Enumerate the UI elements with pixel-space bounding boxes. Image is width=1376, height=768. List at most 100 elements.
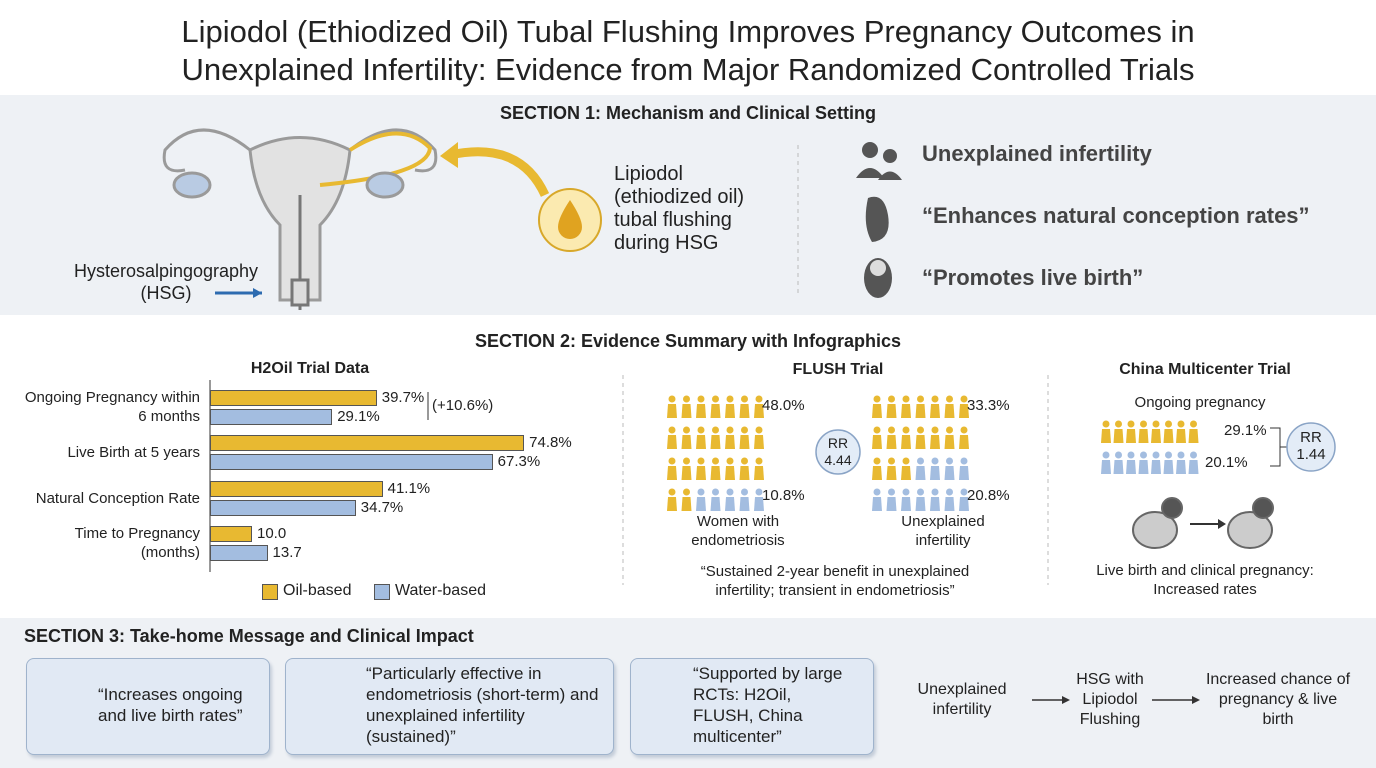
person-icon [754,395,764,418]
hsg-arrowhead [253,288,262,298]
value-label: 48.0% [762,397,805,414]
person-icon [886,395,897,418]
person-icon [1138,451,1149,474]
trial-title: FLUSH Trial [792,361,884,378]
value-label: 10.0 [257,525,287,542]
person-icon [1176,420,1186,443]
card [26,658,270,755]
person-icon [754,488,764,511]
person-icon [725,457,735,480]
section-title: SECTION 3: Take-home Message and Clinica… [24,626,474,646]
rr-circle [1286,422,1336,472]
person-icon [872,457,882,480]
rr-label: 4.44 [824,452,852,468]
person-icon [886,457,897,480]
person-icon [1126,420,1136,443]
person-icon [901,395,911,418]
person-icon [667,457,677,480]
caption: Increased rates [1153,581,1257,598]
person-icon [1113,420,1124,443]
person-icon [667,395,677,418]
quote: “Sustained 2-year benefit in unexplained [700,563,970,580]
legend-label: Oil-based [283,582,352,599]
lipiodol-label: tubal flushing [614,209,732,231]
person-icon [681,457,692,480]
legend-swatch [374,584,390,600]
bar [210,390,377,406]
value-label: 13.7 [272,544,302,561]
person-icon [754,457,764,480]
person-icon [667,488,677,511]
point-icons [856,142,902,298]
person-icon [901,457,911,480]
person-icon [681,395,692,418]
person-icon [930,395,940,418]
person-icon [959,395,969,418]
category-label: Time to Pregnancy (months) [74,525,200,561]
bar [210,526,252,542]
quote: infertility; transient in endometriosis” [715,582,955,599]
person-icon [959,488,969,511]
person-icon [1151,420,1161,443]
value-label: 10.8% [762,487,805,504]
lipiodol-arrow [449,147,550,197]
subtitle: Ongoing pregnancy [1134,394,1266,411]
person-icon [872,488,882,511]
value-label: 39.7% [381,389,425,406]
card-text: “Particularly effective in endometriosis… [366,664,599,746]
person-icon [1101,451,1111,474]
legend-swatch [262,584,278,600]
person-icon [944,457,955,480]
hsg-label: Hysterosalpingography [73,261,259,281]
key-point: Unexplained infertility [922,141,1152,166]
card [285,658,614,755]
rr-label: RR [827,435,849,451]
person-icon [915,488,926,511]
trial-title: China Multicenter Trial [1119,361,1291,378]
person-icon [944,395,955,418]
person-icon [739,395,750,418]
lipiodol-label: (ethiodized oil) [614,186,745,208]
person-icon [710,488,721,511]
category-label: Natural Conception Rate [35,490,200,507]
person-icon [930,426,940,449]
bar [210,545,268,561]
bar [210,454,493,470]
person-icon [1126,451,1136,474]
section-title: SECTION 1: Mechanism and Clinical Settin… [499,103,877,123]
drop [558,200,582,239]
person-icon [1101,420,1111,443]
card-text: “Supported by large RCTs: H2Oil, FLUSH, … [693,664,843,746]
flow-step: Unexplained infertility [917,681,1007,718]
value-label: 20.1% [1205,454,1248,471]
caption: Live birth and clinical pregnancy: [1096,562,1314,579]
person-icon [1188,451,1199,474]
person-icon [696,395,706,418]
person-icon [944,488,955,511]
person-icon [710,426,721,449]
person-icon [1163,451,1174,474]
person-icon [901,426,911,449]
category-label: Live Birth at 5 years [67,444,200,461]
flow-step: HSG with Lipiodol Flushing [1076,671,1144,728]
lipiodol-label: Lipiodol [614,163,683,185]
person-icon [754,426,764,449]
lipiodol-label: during HSG [614,232,719,254]
rr-label: 1.44 [1296,446,1326,463]
person-icon [959,457,969,480]
key-point: “Enhances natural conception rates” [922,203,1310,228]
rr-label: RR [1300,429,1322,446]
person-icon [1138,420,1149,443]
section-title: SECTION 2: Evidence Summary with Infogra… [474,331,902,351]
main-title: Unexplained Infertility: Evidence from M… [181,52,1195,87]
person-icon [681,426,692,449]
group-label: endometriosis [691,532,785,549]
bar [210,481,383,497]
bar [210,500,356,516]
bar [210,409,333,425]
person-icon [667,426,677,449]
value-label: 67.3% [497,453,541,470]
lipiodol-arrowhead [440,142,458,168]
arrowhead [1218,519,1226,529]
uterus-illustration [162,128,438,310]
